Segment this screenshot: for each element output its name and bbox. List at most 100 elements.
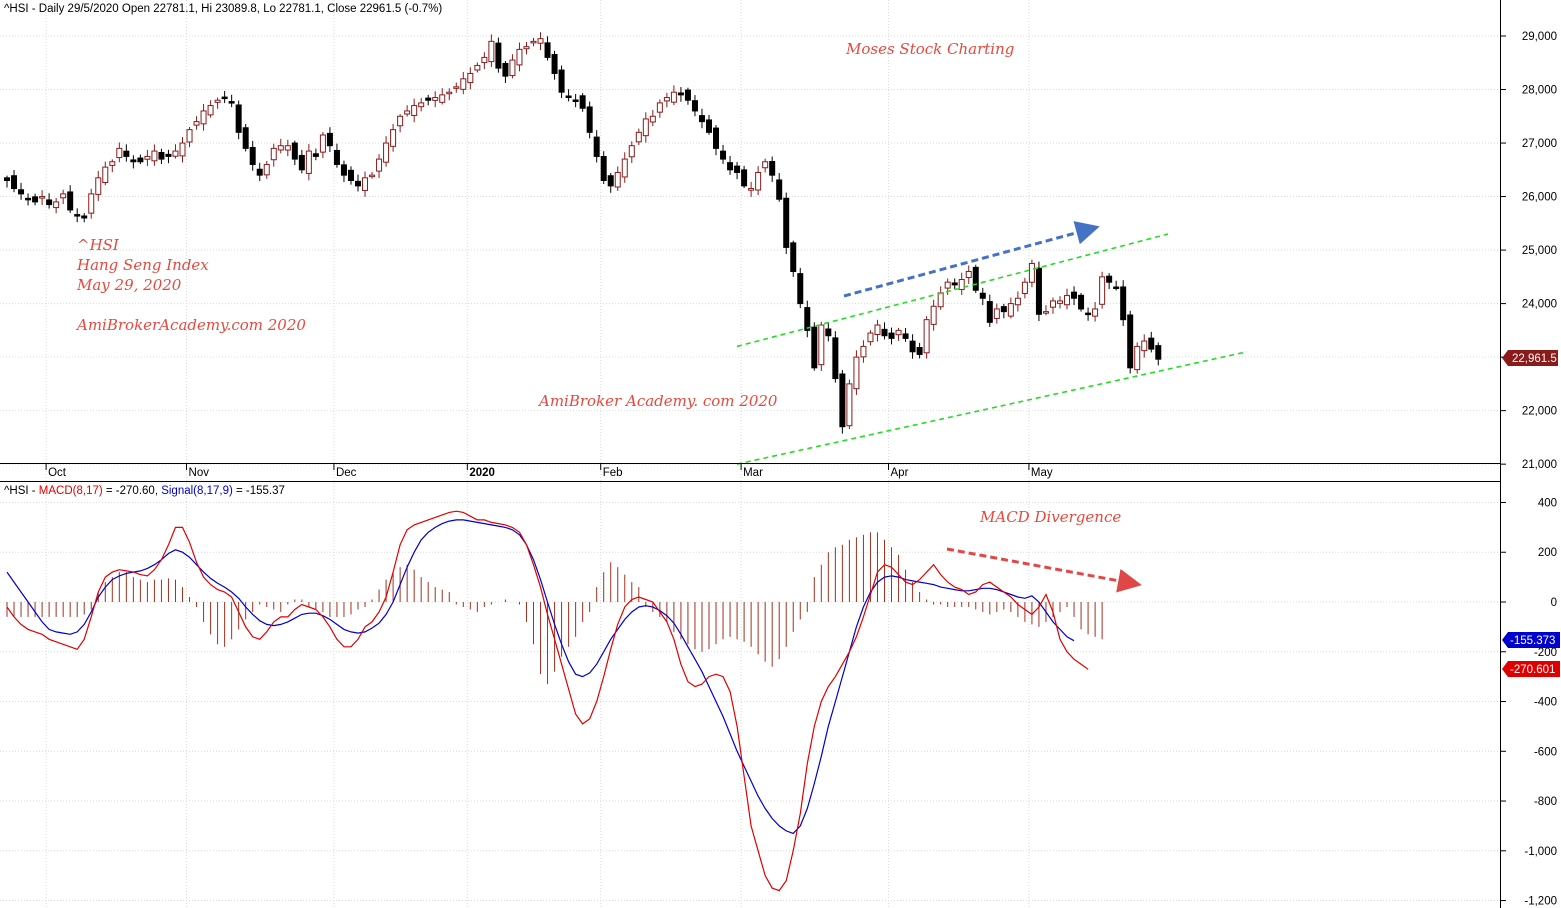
price-y-tick-label: 26,000	[1522, 192, 1557, 204]
macd-lines	[6, 510, 1089, 892]
candle	[446, 88, 453, 101]
candle	[551, 50, 558, 80]
candle	[242, 124, 249, 152]
candle-body	[1007, 303, 1014, 317]
candle	[706, 114, 712, 135]
candle	[797, 267, 804, 309]
price-candles	[4, 32, 1162, 434]
candle	[607, 173, 614, 193]
candle	[839, 370, 846, 434]
candle-body	[790, 242, 797, 272]
candle-body	[523, 46, 530, 50]
candle	[923, 316, 930, 359]
candle-body	[347, 169, 354, 182]
candle	[1000, 303, 1007, 319]
candle	[1057, 296, 1063, 309]
candle-body	[1035, 267, 1042, 315]
candle-body	[1071, 291, 1078, 299]
candle	[916, 342, 923, 359]
candle	[593, 130, 600, 163]
gridlines	[0, 0, 1500, 908]
candle-body	[1099, 276, 1106, 305]
candle	[249, 140, 256, 171]
candle-body	[298, 154, 305, 171]
candle-body	[207, 105, 214, 116]
candle-body	[944, 281, 951, 289]
candle	[221, 91, 228, 104]
candle-body	[551, 53, 558, 74]
candle	[881, 322, 888, 340]
candle-body	[81, 215, 88, 219]
price-y-tick-label: 27,000	[1522, 138, 1557, 150]
candle	[783, 192, 790, 254]
candle	[425, 94, 432, 106]
candle-body	[474, 64, 481, 71]
candle-body	[586, 106, 593, 133]
candle-body	[846, 383, 853, 427]
signal-legend-label: Signal(8,17,9)	[161, 485, 233, 497]
macd-y-tick-label: 0	[1551, 597, 1557, 609]
candle	[397, 114, 404, 133]
candle-body	[635, 131, 642, 143]
price-y-tick-label: 21,000	[1522, 459, 1557, 471]
candle-body	[109, 161, 116, 166]
macd-y-tick-label: -400	[1534, 697, 1557, 709]
trend-channel-lower	[736, 350, 1248, 465]
candle	[586, 101, 593, 139]
candle-body	[1141, 340, 1148, 352]
candle-body	[1049, 300, 1056, 308]
divergence-arrow	[946, 547, 1142, 593]
candle-body	[614, 171, 621, 188]
candle	[460, 72, 467, 95]
candle	[621, 152, 628, 183]
candle	[741, 165, 748, 189]
candle	[600, 151, 607, 185]
candle	[649, 109, 656, 127]
candle-body	[256, 168, 263, 176]
candle	[186, 126, 193, 148]
candle	[411, 98, 418, 123]
candle-body	[67, 191, 74, 211]
candle-body	[1127, 314, 1134, 369]
candle-body	[579, 95, 586, 109]
candle-body	[930, 305, 937, 325]
candle-body	[467, 72, 474, 84]
candle	[25, 193, 32, 206]
candle-body	[495, 42, 502, 69]
candle-body	[727, 162, 734, 171]
candle	[1141, 334, 1148, 358]
candle	[1106, 273, 1113, 290]
candle-body	[530, 40, 537, 44]
candle-body	[1064, 295, 1071, 306]
candle-body	[242, 127, 249, 149]
candle-body	[713, 127, 720, 149]
candle-body	[249, 146, 256, 165]
candle	[383, 136, 390, 167]
candle	[579, 93, 586, 112]
candle	[776, 173, 783, 202]
candle-body	[130, 159, 137, 163]
candle	[11, 169, 18, 193]
candle-body	[706, 119, 712, 133]
candle	[376, 154, 383, 178]
candle	[18, 182, 25, 200]
candle-body	[235, 104, 242, 133]
candle-body	[1042, 311, 1049, 314]
candle	[81, 213, 88, 223]
candle	[340, 160, 347, 183]
candle	[832, 331, 839, 383]
candle	[993, 303, 1000, 324]
candle-body	[1057, 300, 1063, 304]
candle-body	[783, 197, 790, 248]
candle-body	[600, 155, 607, 182]
candle-body	[291, 142, 298, 160]
candle	[263, 160, 270, 179]
candle-body	[200, 110, 207, 125]
candle-body	[1155, 345, 1162, 360]
candle-body	[228, 101, 235, 104]
candle	[1035, 261, 1042, 322]
candle-body	[621, 158, 628, 178]
candle-body	[642, 118, 649, 137]
candle-body	[397, 115, 404, 127]
candle	[67, 185, 74, 213]
